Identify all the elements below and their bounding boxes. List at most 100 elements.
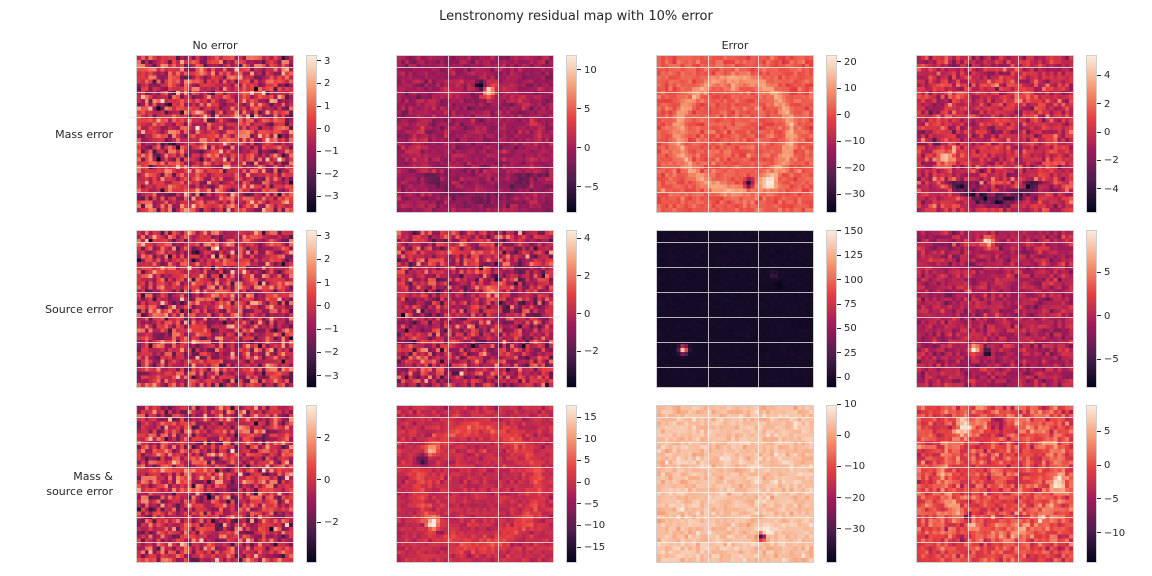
colorbar [566,55,577,213]
grid-line [917,341,1073,343]
colorbar-tick-label: −1 [317,324,339,335]
colorbar-tick-label: −2 [1097,155,1119,166]
colorbar-tick-label: 0 [1097,460,1110,471]
grid-line [137,341,293,343]
colorbar-tick-label: 3 [317,56,330,67]
grid-line [657,91,813,93]
grid-line [917,266,1073,268]
grid-line [917,441,1073,443]
grid-line [137,366,293,368]
grid-line [187,56,189,212]
grid-line [498,406,500,562]
colorbar-tick-label: 0 [577,477,590,488]
colorbar-tick-label: 0 [837,372,850,383]
colorbar [826,55,837,213]
colorbar-tick-label: −30 [837,524,865,535]
colorbar [566,405,577,563]
grid-line [657,266,813,268]
colorbar-tick-label: −10 [577,520,605,531]
grid-line [137,541,293,543]
colorbar-tick-label: 0 [837,110,850,121]
grid-line [657,466,813,468]
grid-line [657,341,813,343]
grid-line [758,231,760,387]
colorbar-tick-label: 5 [577,455,590,466]
grid-line [397,91,553,93]
colorbar [826,405,837,563]
grid-line [657,291,813,293]
column-title: No error [192,39,238,52]
grid-line [967,406,969,562]
grid-line [657,316,813,318]
colorbar-tick-label: 10 [577,434,597,445]
grid-line [917,541,1073,543]
grid-line [137,266,293,268]
grid-line [1018,406,1020,562]
grid-line [657,441,813,443]
grid-line [1018,56,1020,212]
colorbar-tick-label: 0 [317,475,330,486]
grid-line [397,341,553,343]
colorbar-tick-label: −5 [577,182,599,193]
grid-line [917,516,1073,518]
grid-line [657,141,813,143]
grid-line [397,316,553,318]
grid-line [758,56,760,212]
colorbar [306,230,317,388]
grid-line [917,416,1073,418]
heatmap-panel [136,230,294,388]
grid-line [657,241,813,243]
grid-line [498,56,500,212]
column-title: Error [721,39,749,52]
grid-line [758,406,760,562]
grid-line [397,466,553,468]
heatmap-image [397,406,553,562]
grid-line [657,516,813,518]
grid-line [238,231,240,387]
colorbar-tick-label: −20 [837,493,865,504]
grid-line [917,191,1073,193]
colorbar-tick-label: −2 [577,346,599,357]
grid-line [657,191,813,193]
colorbar-tick-label: 5 [577,104,590,115]
grid-line [397,516,553,518]
heatmap-image [917,406,1073,562]
colorbar-tick-label: 1 [317,278,330,289]
grid-line [397,166,553,168]
grid-line [137,66,293,68]
grid-line [137,466,293,468]
grid-line [137,316,293,318]
colorbar-tick-label: 2 [317,78,330,89]
colorbar-tick-label: −20 [837,163,865,174]
colorbar-tick-label: −5 [577,499,599,510]
heatmap-image [397,231,553,387]
grid-line [397,191,553,193]
heatmap-image [657,406,813,562]
colorbar-tick-label: 75 [837,299,857,310]
heatmap-image [137,56,293,212]
grid-line [917,166,1073,168]
colorbar-tick-label: −10 [837,136,865,147]
colorbar-tick-label: −15 [577,542,605,553]
grid-line [137,291,293,293]
colorbar-tick-label: 0 [317,301,330,312]
grid-line [397,266,553,268]
heatmap-panel [656,230,814,388]
colorbar [306,55,317,213]
heatmap-panel [656,405,814,563]
row-label: Mass error [55,127,113,141]
grid-line [137,491,293,493]
figure-title: Lenstronomy residual map with 10% error [439,9,713,24]
colorbar-tick-label: 10 [577,65,597,76]
grid-line [917,491,1073,493]
grid-line [917,241,1073,243]
colorbar [1086,55,1097,213]
grid-line [137,241,293,243]
heatmap-panel [916,230,1074,388]
colorbar-tick-label: 1 [317,101,330,112]
grid-line [917,116,1073,118]
grid-line [397,241,553,243]
colorbar-tick-label: 50 [837,323,857,334]
grid-line [447,56,449,212]
heatmap-image [657,56,813,212]
